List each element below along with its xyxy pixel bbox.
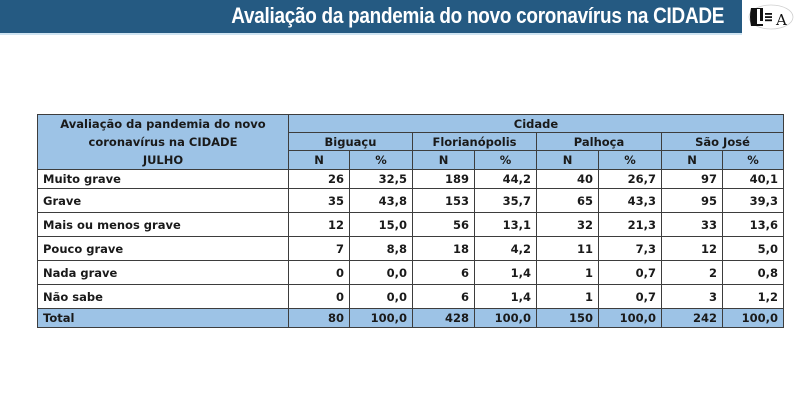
- cell-value: 97: [661, 169, 723, 189]
- cell-value: 0,7: [598, 284, 662, 309]
- row-label: Pouco grave: [37, 236, 289, 261]
- corner-line-1: Avaliação da pandemia do novo: [60, 117, 266, 131]
- cell-value: 6: [412, 284, 475, 309]
- corner-line-3: JULHO: [142, 153, 184, 167]
- table-row: Grave 35 43,8 153 35,7 65 43,3 95 39,3: [37, 188, 784, 213]
- cell-value: 0: [288, 284, 350, 309]
- total-value: 242: [661, 308, 723, 328]
- total-value: 100,0: [474, 308, 537, 328]
- total-label: Total: [37, 308, 289, 328]
- total-value: 100,0: [598, 308, 662, 328]
- sub-header-n: N: [288, 150, 350, 170]
- table-row: Pouco grave 7 8,8 18 4,2 11 7,3 12 5,0: [37, 236, 784, 261]
- cell-value: 18: [412, 236, 475, 261]
- cell-value: 43,3: [598, 188, 662, 213]
- cell-value: 2: [661, 260, 723, 285]
- cell-value: 35: [288, 188, 350, 213]
- cell-value: 32: [536, 212, 599, 237]
- total-value: 100,0: [349, 308, 413, 328]
- cell-value: 65: [536, 188, 599, 213]
- row-label: Grave: [37, 188, 289, 213]
- svg-text:A: A: [775, 11, 787, 29]
- cell-value: 7: [288, 236, 350, 261]
- city-header-sao-jose: São José: [661, 132, 784, 151]
- table-row: Muito grave 26 32,5 189 44,2 40 26,7 97 …: [37, 169, 784, 189]
- table-row: Nada grave 0 0,0 6 1,4 1 0,7 2 0,8: [37, 260, 784, 285]
- evaluation-table: Avaliação da pandemia do novo coronavíru…: [37, 114, 784, 328]
- cell-value: 0,8: [722, 260, 784, 285]
- cell-value: 13,6: [722, 212, 784, 237]
- row-label: Não sabe: [37, 284, 289, 309]
- cell-value: 11: [536, 236, 599, 261]
- cell-value: 35,7: [474, 188, 537, 213]
- total-value: 428: [412, 308, 475, 328]
- cell-value: 7,3: [598, 236, 662, 261]
- cell-value: 21,3: [598, 212, 662, 237]
- cell-value: 13,1: [474, 212, 537, 237]
- cell-value: 12: [288, 212, 350, 237]
- sub-header-n: N: [412, 150, 475, 170]
- sub-header-n: N: [661, 150, 723, 170]
- sub-header-pct: %: [474, 150, 537, 170]
- cell-value: 15,0: [349, 212, 413, 237]
- total-value: 80: [288, 308, 350, 328]
- cell-value: 153: [412, 188, 475, 213]
- cell-value: 39,3: [722, 188, 784, 213]
- sub-header-pct: %: [722, 150, 784, 170]
- title-bar: Avaliação da pandemia do novo coronavíru…: [0, 0, 742, 35]
- sub-header-n: N: [536, 150, 599, 170]
- cell-value: 1,2: [722, 284, 784, 309]
- cell-value: 1: [536, 284, 599, 309]
- cell-value: 1,4: [474, 284, 537, 309]
- cell-value: 189: [412, 169, 475, 189]
- city-header-florianopolis: Florianópolis: [412, 132, 537, 151]
- row-label: Mais ou menos grave: [37, 212, 289, 237]
- cell-value: 56: [412, 212, 475, 237]
- cell-value: 8,8: [349, 236, 413, 261]
- cell-value: 3: [661, 284, 723, 309]
- cell-value: 26: [288, 169, 350, 189]
- cell-value: 0,0: [349, 284, 413, 309]
- cell-value: 43,8: [349, 188, 413, 213]
- cell-value: 4,2: [474, 236, 537, 261]
- table-row: Mais ou menos grave 12 15,0 56 13,1 32 2…: [37, 212, 784, 237]
- group-header-cidade: Cidade: [288, 114, 784, 133]
- total-value: 100,0: [722, 308, 784, 328]
- lea-logo-icon: A: [747, 3, 795, 31]
- table-row: Não sabe 0 0,0 6 1,4 1 0,7 3 1,2: [37, 284, 784, 309]
- cell-value: 6: [412, 260, 475, 285]
- cell-value: 40,1: [722, 169, 784, 189]
- sub-header-pct: %: [598, 150, 662, 170]
- row-label: Muito grave: [37, 169, 289, 189]
- cell-value: 32,5: [349, 169, 413, 189]
- cell-value: 40: [536, 169, 599, 189]
- cell-value: 33: [661, 212, 723, 237]
- row-label: Nada grave: [37, 260, 289, 285]
- cell-value: 95: [661, 188, 723, 213]
- cell-value: 12: [661, 236, 723, 261]
- corner-line-2: coronavírus na CIDADE: [88, 135, 238, 149]
- cell-value: 26,7: [598, 169, 662, 189]
- cell-value: 5,0: [722, 236, 784, 261]
- cell-value: 44,2: [474, 169, 537, 189]
- page-title: Avaliação da pandemia do novo coronavíru…: [231, 3, 724, 28]
- cell-value: 0,7: [598, 260, 662, 285]
- cell-value: 0: [288, 260, 350, 285]
- corner-header-cell: Avaliação da pandemia do novo coronavíru…: [37, 114, 289, 170]
- total-value: 150: [536, 308, 599, 328]
- total-row: Total 80 100,0 428 100,0 150 100,0 242 1…: [37, 308, 784, 328]
- cell-value: 0,0: [349, 260, 413, 285]
- sub-header-pct: %: [349, 150, 413, 170]
- city-header-palhoca: Palhoça: [536, 132, 662, 151]
- cell-value: 1,4: [474, 260, 537, 285]
- city-header-biguacu: Biguaçu: [288, 132, 413, 151]
- cell-value: 1: [536, 260, 599, 285]
